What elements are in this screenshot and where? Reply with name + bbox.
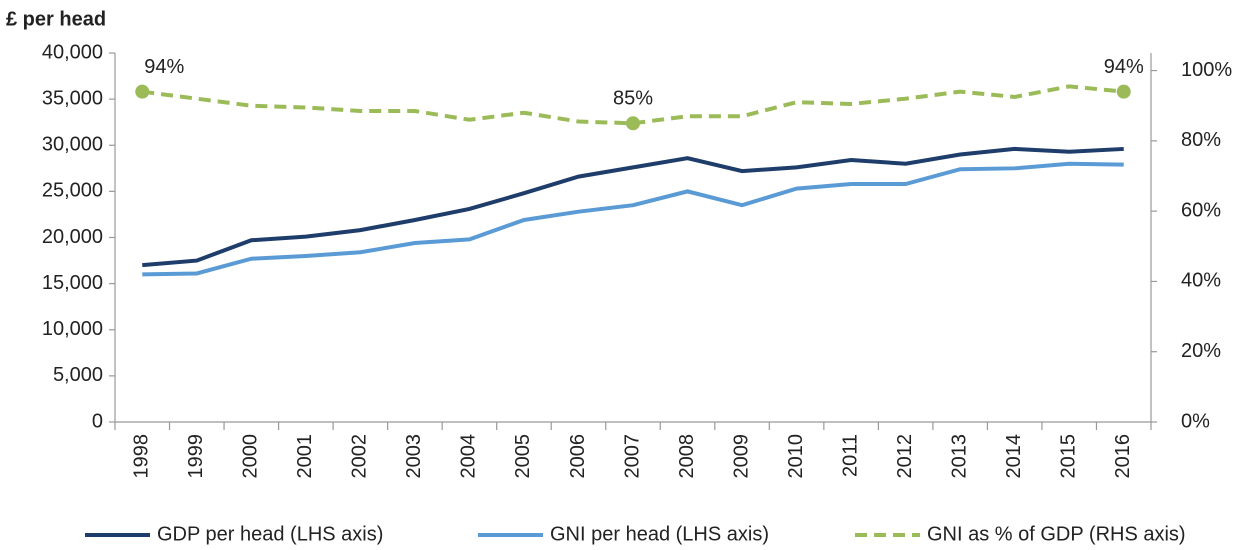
x-tick-label: 2015 [1057,434,1079,479]
y2-tick-label: 20% [1181,340,1221,362]
y-tick-label: 20,000 [42,226,103,248]
x-tick-label: 2007 [621,434,643,479]
y-axis-title: £ per head [6,8,106,30]
x-tick-label: 1998 [131,434,153,479]
x-tick-label: 2010 [785,434,807,479]
data-label: 94% [144,56,184,78]
y-tick-label: 35,000 [42,87,103,109]
x-tick-label: 2014 [1003,434,1025,479]
y2-tick-label: 60% [1181,199,1221,221]
marker [135,84,150,99]
x-tick-label: 2011 [839,434,861,477]
series-line [142,84,1124,126]
y2-tick-label: 40% [1181,270,1221,292]
x-tick-label: 2009 [730,434,752,479]
x-tick-label: 2001 [294,434,316,479]
x-tick-label: 2016 [1112,434,1134,479]
y-tick-label: 5,000 [53,364,103,386]
x-tick-label: 1999 [185,434,207,479]
x-tick-label: 2004 [458,434,480,479]
marker [1116,84,1131,99]
legend-label: GDP per head (LHS axis) [157,523,383,545]
data-label: 85% [613,88,653,110]
x-tick-label: 2008 [676,434,698,479]
x-tick-label: 2013 [948,434,970,479]
x-tick-label: 2002 [349,434,371,479]
y2-tick-label: 80% [1181,129,1221,151]
data-label: 94% [1104,56,1144,78]
y2-tick-label: 0% [1181,410,1210,432]
legend-label: GNI per head (LHS axis) [550,523,769,545]
y-tick-label: 10,000 [42,318,103,340]
x-tick-label: 2006 [567,434,589,479]
y-tick-label: 40,000 [42,41,103,63]
y2-tick-label: 100% [1181,59,1232,81]
x-tick-label: 2003 [403,434,425,479]
y-tick-label: 0 [92,410,103,432]
x-tick-label: 2000 [240,434,262,479]
legend-label: GNI as % of GDP (RHS axis) [927,523,1186,545]
series-line [142,146,1124,268]
y-tick-label: 25,000 [42,180,103,202]
x-tick-label: 2005 [512,434,534,479]
series-line [142,161,1124,277]
y-tick-label: 30,000 [42,134,103,156]
x-tick-label: 2012 [894,434,916,479]
marker [626,116,640,131]
y-tick-label: 15,000 [42,272,103,294]
